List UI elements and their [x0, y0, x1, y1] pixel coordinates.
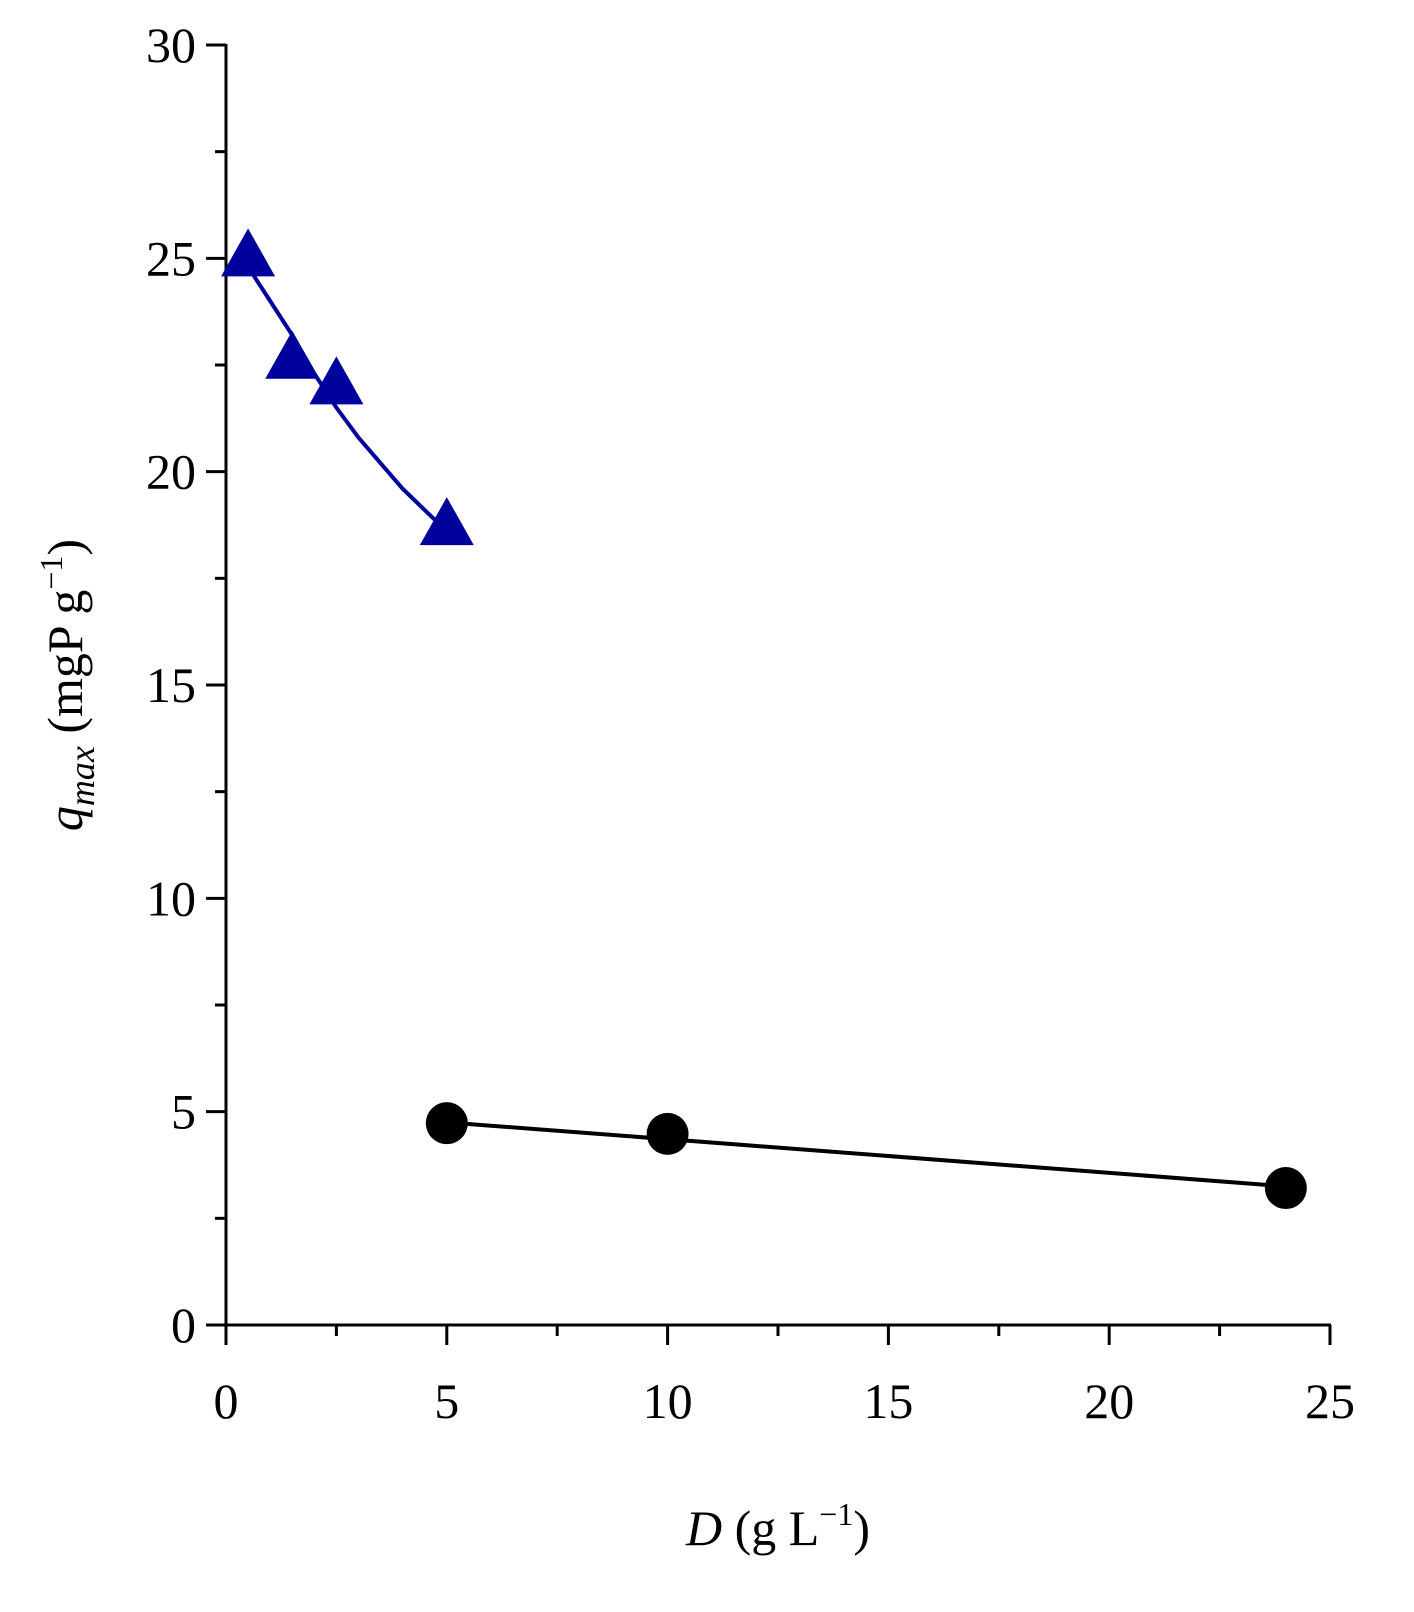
circle-marker: [1264, 1167, 1307, 1210]
triangle-marker: [265, 330, 320, 379]
circle-marker: [646, 1112, 689, 1155]
x-tick-label: 0: [214, 1373, 239, 1429]
fit-line: [246, 265, 449, 533]
x-tick-label: 5: [434, 1373, 459, 1429]
y-tick-label: 5: [171, 1084, 196, 1140]
x-label-unit: (g L: [722, 1500, 819, 1556]
triangle-marker: [309, 356, 364, 405]
y-label-sup: −1: [33, 556, 69, 590]
x-axis-label: D (g L−1): [685, 1496, 870, 1556]
x-label-close: ): [853, 1500, 870, 1556]
y-axis-label: qmax (mgP g−1): [33, 539, 102, 831]
y-tick-label: 25: [146, 230, 196, 286]
x-label-var: D: [685, 1500, 722, 1556]
x-label-sup: −1: [819, 1496, 853, 1532]
y-tick-label: 20: [146, 444, 196, 500]
y-label-sub: max: [62, 746, 102, 806]
y-tick-label: 15: [146, 657, 196, 713]
triangle-marker: [419, 497, 474, 546]
y-label-close: ): [37, 539, 93, 556]
x-tick-label: 10: [643, 1373, 693, 1429]
y-tick-label: 0: [171, 1297, 196, 1353]
x-tick-label: 15: [863, 1373, 913, 1429]
triangle-marker: [221, 228, 276, 277]
y-tick-label: 30: [146, 17, 196, 73]
x-tick-label: 20: [1084, 1373, 1134, 1429]
x-tick-label: 25: [1305, 1373, 1355, 1429]
y-tick-label: 10: [146, 870, 196, 926]
y-label-unit: (mgP g: [37, 590, 93, 747]
y-label-var: q: [37, 806, 93, 831]
circle-marker: [425, 1102, 468, 1145]
fit-line: [446, 1120, 1286, 1189]
